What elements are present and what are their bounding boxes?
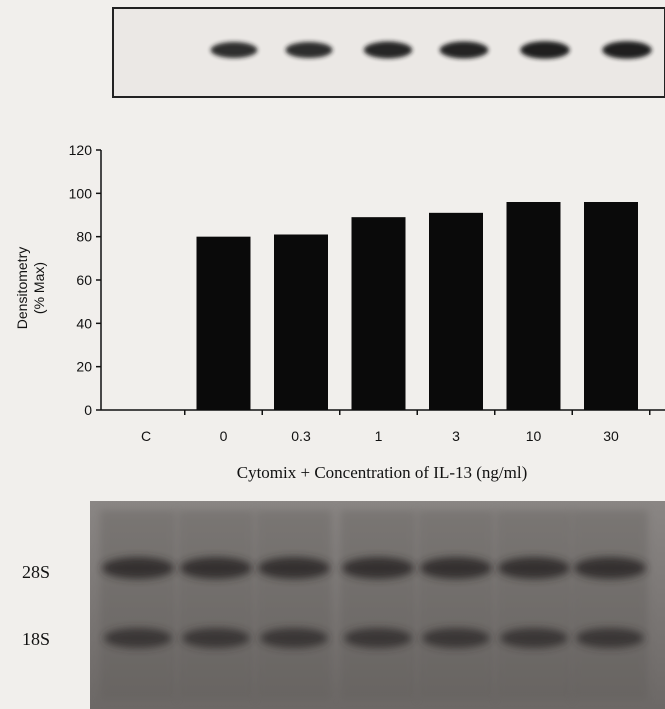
band-18s xyxy=(344,628,412,648)
x-tick-label: 10 xyxy=(526,428,542,444)
gel-lane xyxy=(178,510,254,700)
bar xyxy=(196,236,251,410)
band-18s xyxy=(576,628,644,648)
northern-blot xyxy=(112,7,665,98)
y-ticks: 0 20 40 60 80 100 120 xyxy=(69,142,101,418)
x-tick-label: 3 xyxy=(452,428,460,444)
blot-band xyxy=(285,41,333,59)
band-18s-label: 18S xyxy=(22,629,50,649)
blot-band xyxy=(210,42,258,58)
y-tick-label: 0 xyxy=(84,402,92,418)
gel-lane xyxy=(256,510,332,700)
y-tick-label: 120 xyxy=(69,142,93,158)
y-tick-label: 20 xyxy=(76,359,92,375)
blot-bands xyxy=(210,41,652,59)
y-tick-label: 100 xyxy=(69,185,93,201)
y-tick-label: 40 xyxy=(76,315,92,331)
band-28s xyxy=(102,557,174,579)
gel-lane xyxy=(340,510,416,700)
x-tick-label: 0.3 xyxy=(291,428,311,444)
blot-band xyxy=(602,41,652,59)
gel-lane xyxy=(100,510,176,700)
x-ticks: C 0 0.3 1 3 10 30 xyxy=(141,410,651,444)
blot-band xyxy=(439,41,489,59)
y-tick-label: 80 xyxy=(76,229,92,245)
bar xyxy=(584,202,638,410)
gel-label-strip xyxy=(0,501,90,709)
band-28s xyxy=(498,557,570,579)
x-tick-label: 0 xyxy=(220,428,228,444)
x-tick-label: C xyxy=(141,428,151,444)
band-28s xyxy=(342,557,414,579)
gel-bands xyxy=(100,510,648,700)
band-18s xyxy=(500,628,568,648)
band-18s xyxy=(422,628,490,648)
band-28s xyxy=(420,557,492,579)
band-28s xyxy=(180,557,252,579)
blot-band xyxy=(520,41,570,59)
y-axis-title-line2: (% Max) xyxy=(31,262,47,314)
gel-lane xyxy=(572,510,648,700)
gel-lane xyxy=(418,510,494,700)
band-18s xyxy=(182,628,250,648)
bar-chart: 0 20 40 60 80 100 120 C 0 0.3 1 3 10 30 Densitometry… xyxy=(14,142,665,482)
band-18s xyxy=(260,628,328,648)
rrna-gel: 28S 18S xyxy=(0,501,665,709)
band-28s-label: 28S xyxy=(22,562,50,582)
bar xyxy=(351,217,406,410)
x-tick-label: 30 xyxy=(603,428,619,444)
band-28s xyxy=(258,557,330,579)
bar xyxy=(274,234,328,410)
bar xyxy=(506,202,561,410)
band-28s xyxy=(574,557,646,579)
x-axis-title: Cytomix + Concentration of IL-13 (ng/ml) xyxy=(237,463,528,482)
bars xyxy=(196,202,638,410)
y-tick-label: 60 xyxy=(76,272,92,288)
gel-lane xyxy=(496,510,572,700)
blot-band xyxy=(363,41,413,59)
y-axis-title-line1: Densitometry xyxy=(14,247,30,329)
bar xyxy=(429,212,483,410)
x-tick-label: 1 xyxy=(375,428,383,444)
band-18s xyxy=(104,628,172,648)
